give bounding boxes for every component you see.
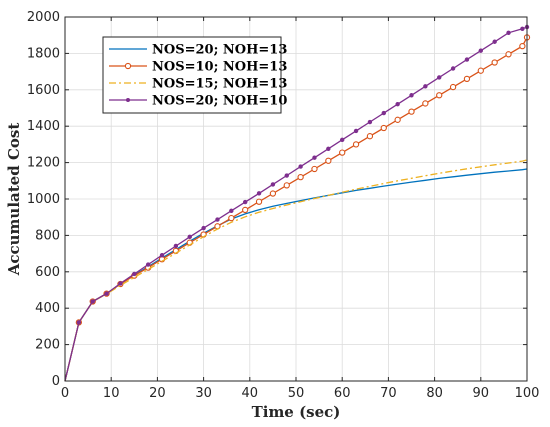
legend-label-3: NOS=15; NOH=13 xyxy=(152,77,287,92)
y-tick-label: 1400 xyxy=(27,119,60,134)
series-2-point xyxy=(255,198,263,205)
x-tick-label: 50 xyxy=(288,386,305,401)
series-4-point xyxy=(90,299,95,304)
x-axis-label: Time (sec) xyxy=(252,403,341,421)
y-axis-label: Accumulated Cost xyxy=(5,123,23,277)
series-line-1 xyxy=(64,168,528,382)
series-4-point xyxy=(132,271,137,277)
series-4-point xyxy=(506,30,511,36)
y-tick-label: 1800 xyxy=(27,46,60,61)
series-4-point xyxy=(381,110,386,116)
series-4-point xyxy=(201,225,206,231)
series-4-point xyxy=(159,253,165,258)
y-tick-label: 0 xyxy=(52,374,60,389)
y-tick-label: 200 xyxy=(35,338,60,353)
series-4-point xyxy=(215,217,220,222)
series-4-point xyxy=(118,281,123,286)
series-2-point xyxy=(519,42,526,50)
y-tick-label: 400 xyxy=(35,301,60,316)
series-2-point xyxy=(491,59,498,66)
x-tick-label: 40 xyxy=(242,386,259,401)
series-4-point xyxy=(367,119,373,125)
series-line-3 xyxy=(64,159,528,382)
series-4-point xyxy=(298,164,303,169)
legend-label-4: NOS=20; NOH=10 xyxy=(152,94,287,109)
x-tick-label: 0 xyxy=(61,386,69,401)
series-2-point xyxy=(449,83,457,91)
series-2-point xyxy=(505,51,512,58)
legend: NOS=20; NOH=13 NOS=10; NOH=13 NOS=15; NOH=… xyxy=(102,36,287,114)
axis-ticks: 0 10 20 30 40 50 60 70 80 90 100020040060080010001… xyxy=(27,10,540,401)
y-tick-label: 1200 xyxy=(27,156,60,171)
series-4-point xyxy=(450,66,456,71)
series-2-point xyxy=(380,124,387,132)
legend-label-2: NOS=10; NOH=13 xyxy=(152,60,287,75)
series-2-point xyxy=(269,190,277,197)
x-tick-label: 20 xyxy=(149,386,166,401)
series-2-point xyxy=(228,214,235,222)
y-tick-label: 2000 xyxy=(27,10,60,25)
x-tick-label: 90 xyxy=(473,386,490,401)
series-2-point xyxy=(311,165,318,173)
series-2-point xyxy=(366,133,374,140)
series-4-point xyxy=(76,320,82,325)
series-4-point xyxy=(229,208,234,214)
series-4-point xyxy=(353,128,359,134)
series-4-point xyxy=(187,234,192,240)
series-4-point xyxy=(173,243,179,249)
series-4-point xyxy=(340,137,345,143)
series-4-point xyxy=(395,101,400,107)
series-2-point xyxy=(339,149,346,156)
x-tick-label: 30 xyxy=(195,386,212,401)
y-tick-label: 800 xyxy=(35,228,60,243)
series-2-point xyxy=(242,206,249,214)
series-4-point xyxy=(423,84,428,89)
x-tick-label: 80 xyxy=(426,386,443,401)
series-4-point xyxy=(312,155,317,160)
series-4-point xyxy=(478,48,483,53)
series-2-point xyxy=(463,75,471,83)
legend-marker-2 xyxy=(124,62,132,70)
series-4-point xyxy=(464,57,470,62)
series-4-point xyxy=(437,75,442,80)
x-tick-label: 100 xyxy=(515,386,540,401)
series-2-point xyxy=(436,92,443,99)
series-2-point xyxy=(325,157,332,164)
series-2-point xyxy=(477,67,484,74)
series-4-point xyxy=(326,146,331,151)
y-tick-label: 1600 xyxy=(27,83,60,98)
x-tick-label: 70 xyxy=(380,386,397,401)
series-4-point xyxy=(492,39,497,44)
series-4-point xyxy=(520,26,525,32)
series-4-point xyxy=(145,262,151,267)
series-2-point xyxy=(394,116,401,123)
series-lines xyxy=(64,24,531,382)
y-tick-label: 1000 xyxy=(27,192,60,207)
series-4-point xyxy=(104,291,109,296)
x-tick-label: 10 xyxy=(103,386,120,401)
series-2-point xyxy=(352,141,360,148)
x-tick-label: 60 xyxy=(334,386,351,401)
series-4-point xyxy=(256,191,262,196)
legend-label-1: NOS=20; NOH=13 xyxy=(152,43,287,58)
series-4-point xyxy=(270,182,276,187)
series-4-point xyxy=(409,93,414,98)
legend-marker-4 xyxy=(126,98,130,102)
series-2-point xyxy=(408,108,415,115)
series-4-point xyxy=(284,173,289,178)
series-4-point xyxy=(242,199,248,205)
series-2-point xyxy=(422,100,429,107)
y-tick-label: 600 xyxy=(35,265,60,280)
series-2-point xyxy=(297,174,304,181)
series-2-point xyxy=(283,182,290,189)
